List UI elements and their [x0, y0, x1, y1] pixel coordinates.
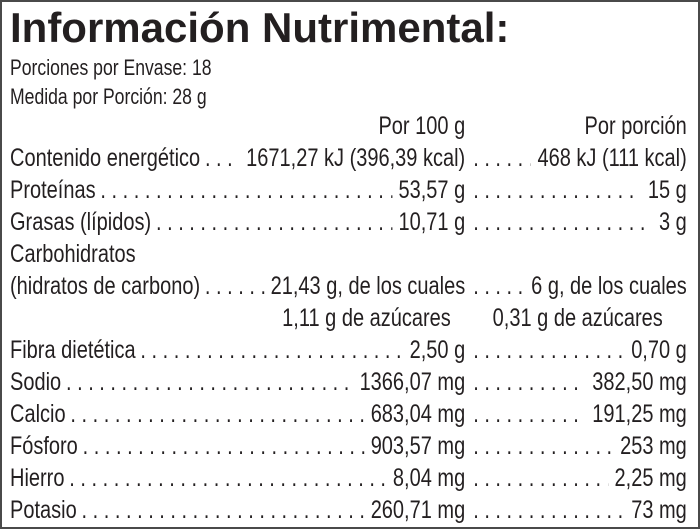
nutrient-label: Calcio — [10, 400, 66, 428]
label-title: Información Nutrimental: — [10, 4, 510, 51]
table-row: Fósforo . . . . . . . . . . . . . . . . … — [10, 430, 687, 462]
nutrient-label: Potasio — [10, 496, 77, 524]
per-portion-value: 3 g — [658, 208, 687, 236]
per-portion-value: 0,70 g — [631, 336, 687, 364]
dot-leader: . . . . . . . . . . . . . . . . . . . . … — [473, 432, 613, 460]
table-row: Carbohidratos . . . . . . . . . . . . . … — [10, 238, 687, 270]
per-portion-value: 0,31 g de azúcares — [492, 304, 663, 332]
table-row: . . . . . . . . . . . . . . . . . . . . … — [10, 302, 687, 334]
dot-leader: . . . . . . . . . . . . . . . . . . . . … — [82, 432, 365, 460]
dot-leader: . . . . . . . . . . . . . . . . . . . . … — [473, 368, 586, 396]
per-portion-value: 191,25 mg — [592, 400, 687, 428]
servings-per-container: Porciones por Envase: 18 — [10, 55, 212, 80]
per-portion-value: 382,50 mg — [592, 368, 687, 396]
per-100g-value: 683,04 mg — [370, 400, 466, 428]
dot-leader: . . . . . . . . . . . . . . . . . . . . … — [473, 496, 625, 524]
dot-leader: . . . . . . . . . . . . . . . . . . . . … — [81, 496, 365, 524]
per-portion-value: 468 kJ (111 kcal) — [537, 144, 687, 172]
nutrient-label: Fibra dietética — [10, 336, 136, 364]
column-header-per-100g: Por 100 g — [378, 112, 466, 140]
dot-leader: . . . . . . . . . . . . . . . . . . . . … — [473, 336, 625, 364]
nutrient-table: Contenido energético . . . . . . . . . .… — [10, 142, 687, 526]
column-header-per-portion: Por porción — [584, 112, 687, 140]
table-row: Grasas (lípidos) . . . . . . . . . . . .… — [10, 206, 687, 238]
per-portion-value: 15 g — [647, 176, 687, 204]
dot-leader: . . . . . . . . . . . . . . . . . . . . … — [204, 272, 264, 300]
nutrient-label: (hidratos de carbono) — [10, 272, 201, 300]
nutrient-label: Hierro — [10, 464, 65, 492]
dot-leader: . . . . . . . . . . . . . . . . . . . . … — [65, 368, 353, 396]
nutrient-label: Fósforo — [10, 432, 78, 460]
per-100g-value: 1671,27 kJ (396,39 kcal) — [246, 144, 466, 172]
per-100g-value: 1366,07 mg — [359, 368, 466, 396]
dot-leader: . . . . . . . . . . . . . . . . . . . . … — [473, 176, 641, 204]
table-row: Calcio . . . . . . . . . . . . . . . . .… — [10, 398, 687, 430]
per-portion-value: 253 mg — [620, 432, 687, 460]
per-portion-value: 73 mg — [631, 496, 687, 524]
per-100g-value: 903,57 mg — [370, 432, 466, 460]
dot-leader: . . . . . . . . . . . . . . . . . . . . … — [473, 400, 586, 428]
dot-leader: . . . . . . . . . . . . . . . . . . . . … — [473, 144, 531, 172]
dot-leader: . . . . . . . . . . . . . . . . . . . . … — [473, 464, 608, 492]
dot-leader: . . . . . . . . . . . . . . . . . . . . … — [69, 464, 386, 492]
table-row: Fibra dietética . . . . . . . . . . . . … — [10, 334, 687, 366]
nutrient-label: Proteínas — [10, 176, 96, 204]
table-row: Proteínas . . . . . . . . . . . . . . . … — [10, 174, 687, 206]
per-100g-value: 2,50 g — [409, 336, 466, 364]
per-100g-value: 260,71 mg — [370, 496, 466, 524]
table-row: Potasio . . . . . . . . . . . . . . . . … — [10, 494, 687, 526]
column-headers: Por 100 g Por porción — [10, 111, 687, 142]
per-100g-value: 10,71 g — [398, 208, 466, 236]
nutrient-label: Contenido energético — [10, 144, 201, 172]
dot-leader: . . . . . . . . . . . . . . . . . . . . … — [100, 176, 392, 204]
table-row: Hierro . . . . . . . . . . . . . . . . .… — [10, 462, 687, 494]
per-100g-value: 21,43 g, de los cuales — [270, 272, 466, 300]
dot-leader: . . . . . . . . . . . . . . . . . . . . … — [70, 400, 364, 428]
nutrient-label: Grasas (lípidos) — [10, 208, 152, 236]
serving-size: Medida por Porción: 28 g — [10, 84, 207, 109]
dot-leader: . . . . . . . . . . . . . . . . . . . . … — [473, 272, 525, 300]
dot-leader: . . . . . . . . . . . . . . . . . . . . … — [140, 336, 403, 364]
per-100g-value: 53,57 g — [398, 176, 466, 204]
label-content: Porciones por Envase: 18 Medida por Porc… — [2, 53, 698, 526]
per-portion-value: 2,25 mg — [614, 464, 687, 492]
table-row: (hidratos de carbono) . . . . . . . . . … — [10, 270, 687, 302]
nutrient-label: Sodio — [10, 368, 62, 396]
per-100g-value: 1,11 g de azúcares — [282, 304, 451, 332]
dot-leader: . . . . . . . . . . . . . . . . . . . . … — [155, 208, 392, 236]
per-100g-value: 8,04 mg — [392, 464, 466, 492]
table-row: Contenido energético . . . . . . . . . .… — [10, 142, 687, 174]
per-portion-value: 6 g, de los cuales — [531, 272, 687, 300]
dot-leader: . . . . . . . . . . . . . . . . . . . . … — [204, 144, 240, 172]
nutrient-label: Carbohidratos — [10, 240, 136, 268]
dot-leader: . . . . . . . . . . . . . . . . . . . . … — [473, 208, 652, 236]
table-row: Sodio . . . . . . . . . . . . . . . . . … — [10, 366, 687, 398]
